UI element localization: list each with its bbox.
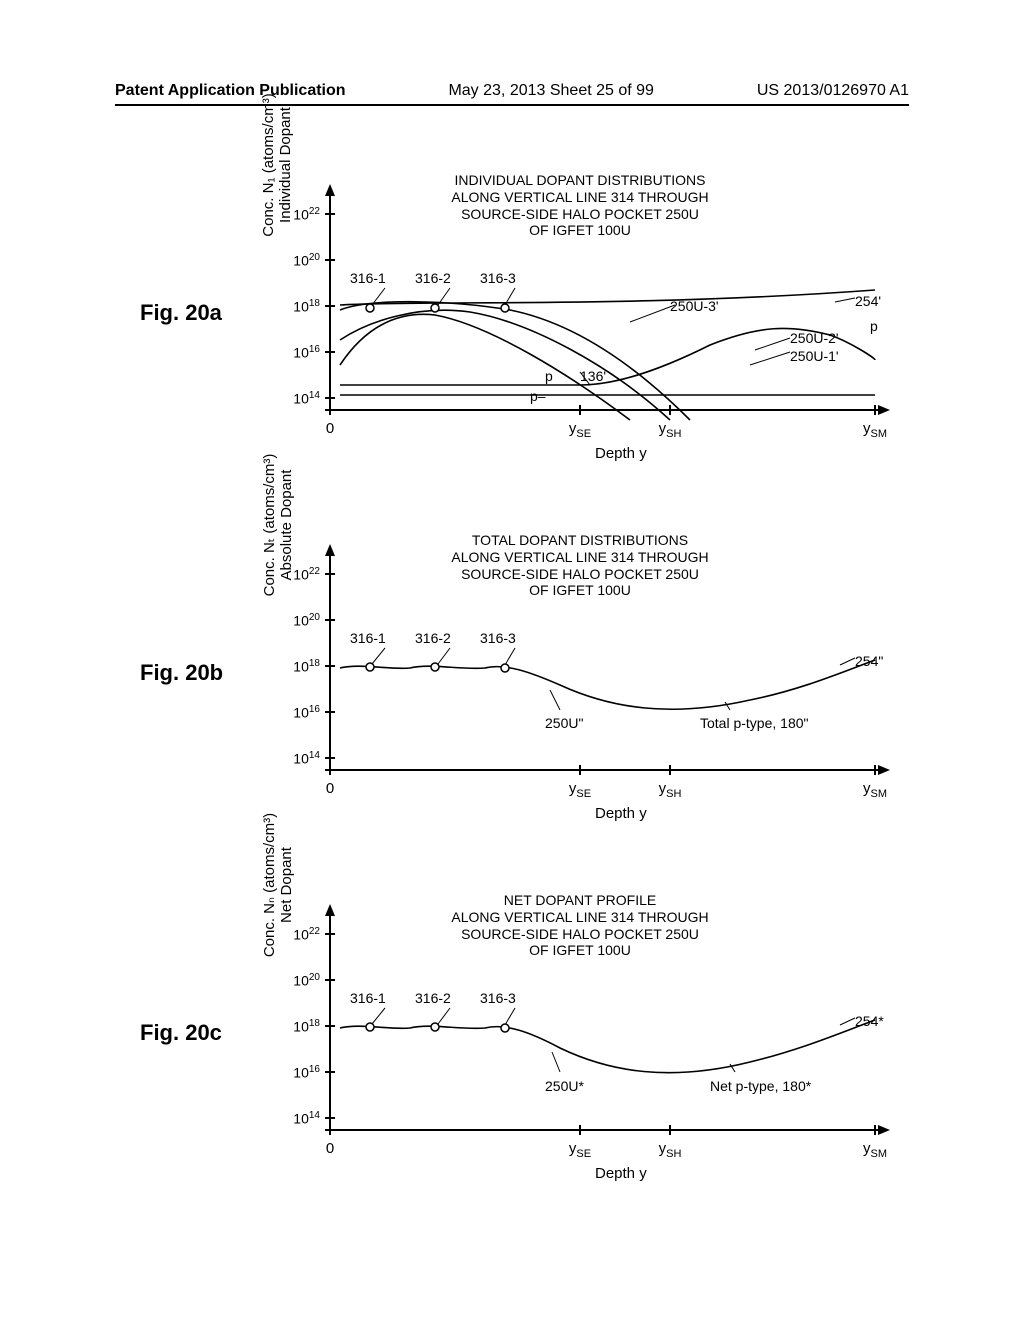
leader-line bbox=[835, 298, 855, 302]
peak-marker bbox=[431, 1023, 439, 1031]
peak-marker bbox=[366, 1023, 374, 1031]
y-tick: 1020 bbox=[280, 252, 320, 269]
y-tick: 1014 bbox=[280, 750, 320, 767]
peak-marker bbox=[501, 664, 509, 672]
leader-line bbox=[505, 1008, 515, 1025]
y-axis-label-line1: Net Dopant bbox=[278, 800, 295, 970]
header-left: Patent Application Publication bbox=[115, 82, 346, 100]
y-axis-label-line2: Conc. Nₜ (atoms/cm³) bbox=[261, 454, 278, 597]
figure-b: Fig. 20bConc. Nₜ (atoms/cm³)Absolute Dop… bbox=[140, 540, 900, 860]
x-axis-label: Depth y bbox=[595, 1165, 647, 1182]
figure-c: Fig. 20cConc. Nₙ (atoms/cm³)Net DopantNE… bbox=[140, 900, 900, 1220]
leader-line bbox=[372, 648, 385, 664]
y-axis-label-line1: Absolute Dopant bbox=[278, 440, 295, 610]
leader-line bbox=[630, 305, 675, 322]
peak-marker bbox=[366, 663, 374, 671]
peak-marker bbox=[501, 1024, 509, 1032]
leader-line bbox=[840, 1018, 855, 1025]
leader-line bbox=[550, 690, 560, 710]
leader-line bbox=[438, 648, 450, 664]
y-axis-label-line1: Individual Dopant bbox=[277, 80, 294, 250]
x-axis-label: Depth y bbox=[595, 805, 647, 822]
leader-line bbox=[372, 1008, 385, 1024]
leader-line bbox=[505, 648, 515, 665]
curve-250u1 bbox=[340, 314, 630, 420]
y-axis-label-line2: Conc. Nₙ (atoms/cm³) bbox=[261, 813, 278, 957]
y-axis-label-line2: Conc. N₁ (atoms/cm³) bbox=[260, 93, 277, 236]
header-center: May 23, 2013 Sheet 25 of 99 bbox=[448, 82, 653, 100]
curve-136 bbox=[340, 328, 875, 385]
y-tick: 1016 bbox=[280, 344, 320, 361]
figure-a: Fig. 20aConc. N₁ (atoms/cm³)Individual D… bbox=[140, 180, 900, 500]
y-tick: 1014 bbox=[280, 390, 320, 407]
curve-254 bbox=[340, 290, 875, 305]
x-axis-label: Depth y bbox=[595, 445, 647, 462]
y-axis-label: Conc. N₁ (atoms/cm³)Individual Dopant bbox=[260, 80, 294, 250]
page-header: Patent Application Publication May 23, 2… bbox=[115, 82, 909, 106]
leader-line bbox=[580, 372, 590, 385]
chart-svg bbox=[330, 550, 890, 790]
figure-label: Fig. 20b bbox=[140, 660, 223, 686]
peak-marker bbox=[501, 304, 509, 312]
leader-line bbox=[840, 658, 855, 665]
leader-line bbox=[552, 1052, 560, 1072]
peak-marker bbox=[431, 663, 439, 671]
y-tick: 1018 bbox=[280, 298, 320, 315]
leader-line bbox=[755, 338, 790, 350]
chart-svg bbox=[330, 910, 890, 1150]
y-axis-label: Conc. Nₙ (atoms/cm³)Net Dopant bbox=[260, 800, 295, 970]
figure-label: Fig. 20a bbox=[140, 300, 222, 326]
figure-label: Fig. 20c bbox=[140, 1020, 222, 1046]
leader-line bbox=[750, 352, 790, 365]
header-right: US 2013/0126970 A1 bbox=[757, 82, 909, 100]
leader-line bbox=[438, 1008, 450, 1024]
y-tick: 1020 bbox=[280, 972, 320, 989]
chart-svg bbox=[330, 190, 890, 430]
peak-marker bbox=[366, 304, 374, 312]
y-tick: 1018 bbox=[280, 658, 320, 675]
curve-250u2 bbox=[340, 310, 670, 420]
y-tick: 1014 bbox=[280, 1110, 320, 1127]
y-tick: 1020 bbox=[280, 612, 320, 629]
y-tick: 1022 bbox=[280, 566, 320, 583]
y-tick: 1016 bbox=[280, 1064, 320, 1081]
y-tick: 1016 bbox=[280, 704, 320, 721]
y-tick: 1022 bbox=[280, 206, 320, 223]
y-tick: 1018 bbox=[280, 1018, 320, 1035]
curve-net bbox=[340, 1020, 875, 1073]
curve-total bbox=[340, 660, 875, 709]
y-tick: 1022 bbox=[280, 926, 320, 943]
y-axis-label: Conc. Nₜ (atoms/cm³)Absolute Dopant bbox=[260, 440, 295, 610]
leader-line bbox=[725, 702, 730, 710]
peak-marker bbox=[431, 304, 439, 312]
